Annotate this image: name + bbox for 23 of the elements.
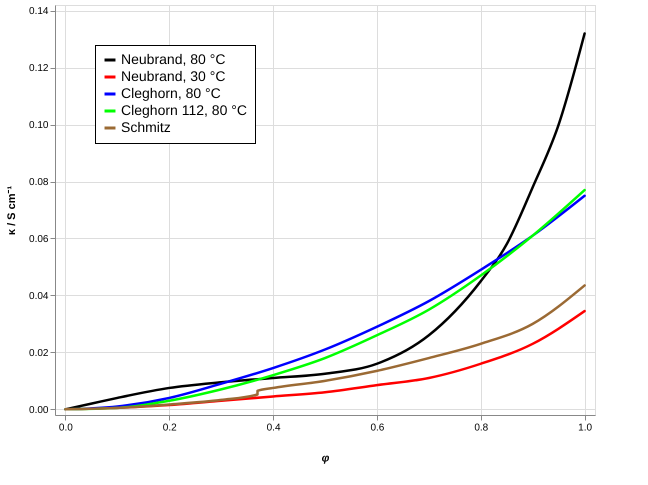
y-tick-label: 0.10 [29,120,49,132]
legend-label: Schmitz [121,119,171,135]
x-tick-label: 1.0 [578,422,592,434]
legend-label: Cleghorn, 80 °C [121,85,221,101]
line-series [64,284,586,411]
x-tick-label: 0.4 [266,422,281,434]
legend-label: Cleghorn 112, 80 °C [121,102,247,118]
legend-label: Neubrand, 80 °C [121,51,226,67]
y-tick-label: 0.06 [29,234,49,245]
y-tick-label: 0.04 [29,290,49,302]
y-tick-label: 0.02 [29,348,49,359]
x-tick-label: 0.6 [370,422,385,434]
y-axis-title: κ / S cm⁻¹ [6,186,18,236]
y-tick-label: 0.00 [29,404,49,416]
x-axis-title: φ [322,452,330,464]
y-tick-label: 0.12 [29,63,49,74]
y-tick-label: 0.14 [29,6,49,18]
x-tick-label: 0.8 [474,422,489,434]
line-series [64,32,586,411]
y-tick-label: 0.08 [29,177,49,188]
x-tick-label: 0.2 [162,422,178,434]
legend-label: Neubrand, 30 °C [121,68,226,84]
x-tick-label: 0.0 [58,422,74,434]
